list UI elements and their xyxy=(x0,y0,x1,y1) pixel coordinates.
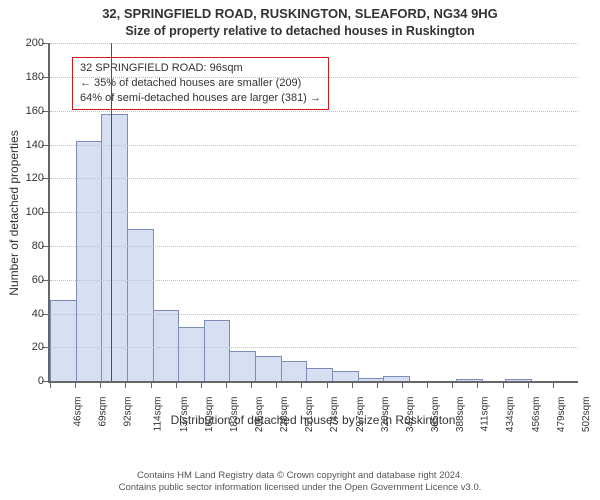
footer-line-2: Contains public sector information licen… xyxy=(0,482,600,494)
gridline xyxy=(50,280,578,281)
footer-line-1: Contains HM Land Registry data © Crown c… xyxy=(0,470,600,482)
gridline xyxy=(50,347,578,348)
histogram-bar xyxy=(383,376,410,381)
histogram-bar xyxy=(101,114,128,381)
y-axis-title: Number of detached properties xyxy=(7,130,21,295)
x-tick xyxy=(125,382,126,388)
x-tick xyxy=(201,382,202,388)
gridline xyxy=(50,178,578,179)
histogram-bar xyxy=(255,356,282,381)
y-tick-label: 180 xyxy=(26,71,44,83)
y-tick-label: 20 xyxy=(32,341,44,353)
y-tick-label: 120 xyxy=(26,172,44,184)
footer-attribution: Contains HM Land Registry data © Crown c… xyxy=(0,470,600,494)
x-tick xyxy=(352,382,353,388)
y-tick-label: 60 xyxy=(32,274,44,286)
y-tick-label: 40 xyxy=(32,308,44,320)
histogram-bar xyxy=(127,229,154,381)
x-tick xyxy=(427,382,428,388)
x-axis-title: Distribution of detached houses by size … xyxy=(48,413,578,427)
y-tick-label: 0 xyxy=(38,375,44,387)
histogram-bar xyxy=(505,379,532,381)
x-tick xyxy=(251,382,252,388)
x-tick xyxy=(452,382,453,388)
y-tick-label: 200 xyxy=(26,37,44,49)
x-tick xyxy=(50,382,51,388)
gridline xyxy=(50,314,578,315)
y-tick-label: 140 xyxy=(26,139,44,151)
histogram-bar xyxy=(332,371,359,381)
histogram-bar xyxy=(281,361,308,381)
page-title: 32, SPRINGFIELD ROAD, RUSKINGTON, SLEAFO… xyxy=(0,6,600,23)
histogram-bar xyxy=(178,327,205,381)
chart-header: 32, SPRINGFIELD ROAD, RUSKINGTON, SLEAFO… xyxy=(0,0,600,39)
x-tick xyxy=(75,382,76,388)
x-tick xyxy=(100,382,101,388)
gridline xyxy=(50,145,578,146)
gridline xyxy=(50,212,578,213)
annotation-line-1: 32 SPRINGFIELD ROAD: 96sqm xyxy=(80,61,321,76)
x-tick xyxy=(176,382,177,388)
histogram-bar xyxy=(153,310,180,381)
annotation-line-3: 64% of semi-detached houses are larger (… xyxy=(80,91,321,106)
x-tick xyxy=(301,382,302,388)
x-tick xyxy=(503,382,504,388)
histogram-bar xyxy=(306,368,333,382)
x-tick xyxy=(402,382,403,388)
x-tick xyxy=(151,382,152,388)
x-tick xyxy=(276,382,277,388)
gridline xyxy=(50,43,578,44)
histogram-bar xyxy=(358,378,385,381)
x-tick xyxy=(528,382,529,388)
chart-container: Number of detached properties 32 SPRINGF… xyxy=(48,43,578,423)
x-tick xyxy=(377,382,378,388)
x-tick xyxy=(553,382,554,388)
x-tick xyxy=(226,382,227,388)
histogram-bar xyxy=(50,300,77,381)
histogram-bar xyxy=(204,320,231,381)
x-tick xyxy=(327,382,328,388)
property-marker-line xyxy=(111,43,112,381)
gridline xyxy=(50,77,578,78)
y-tick-label: 160 xyxy=(26,105,44,117)
plot-area: 32 SPRINGFIELD ROAD: 96sqm ← 35% of deta… xyxy=(48,43,578,383)
x-tick-label: 502sqm xyxy=(581,397,592,433)
gridline xyxy=(50,111,578,112)
annotation-line-2: ← 35% of detached houses are smaller (20… xyxy=(80,76,321,91)
histogram-bar xyxy=(456,379,483,381)
gridline xyxy=(50,246,578,247)
y-tick-label: 80 xyxy=(32,240,44,252)
chart-subtitle: Size of property relative to detached ho… xyxy=(0,23,600,39)
histogram-bar xyxy=(229,351,256,381)
y-tick-label: 100 xyxy=(26,206,44,218)
x-tick xyxy=(477,382,478,388)
histogram-bar xyxy=(76,141,103,381)
